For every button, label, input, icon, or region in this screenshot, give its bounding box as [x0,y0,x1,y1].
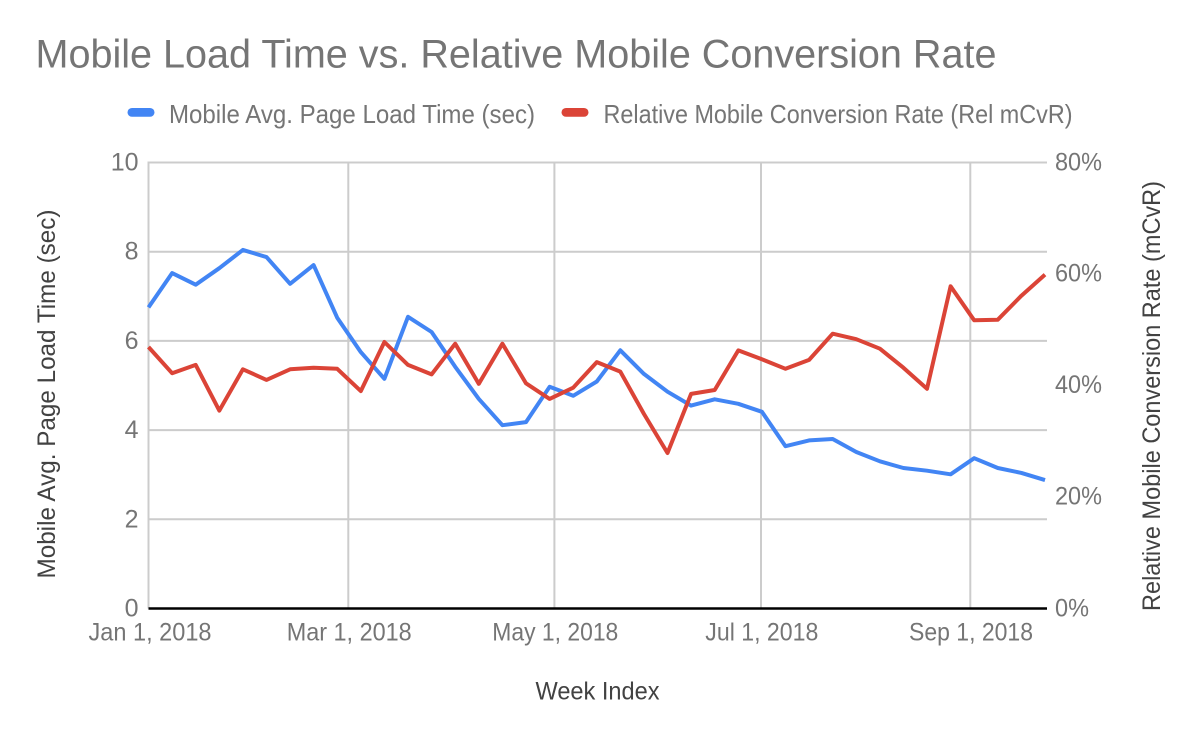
svg-text:Relative Mobile Conversion Rat: Relative Mobile Conversion Rate (Rel mCv… [604,99,1073,129]
svg-text:80%: 80% [1055,149,1102,177]
svg-text:60%: 60% [1055,260,1102,288]
svg-text:6: 6 [125,327,139,355]
svg-text:Mobile Avg. Page Load Time (se: Mobile Avg. Page Load Time (sec) [169,99,535,129]
svg-text:Mar 1, 2018: Mar 1, 2018 [287,619,412,647]
svg-text:Mobile Avg. Page Load Time (se: Mobile Avg. Page Load Time (sec) [33,210,61,579]
svg-text:Jan 1, 2018: Jan 1, 2018 [89,619,212,647]
svg-text:10: 10 [111,149,139,177]
svg-text:2: 2 [125,505,139,533]
svg-text:Sep 1, 2018: Sep 1, 2018 [909,619,1033,647]
svg-text:4: 4 [125,416,139,444]
svg-text:20%: 20% [1055,483,1102,511]
svg-text:Jul 1, 2018: Jul 1, 2018 [705,619,818,647]
svg-text:Relative Mobile Conversion Rat: Relative Mobile Conversion Rate (mCvR) [1138,181,1166,611]
svg-text:Week Index: Week Index [536,678,660,706]
svg-text:May 1, 2018: May 1, 2018 [492,619,618,647]
svg-text:8: 8 [125,238,139,266]
svg-text:0: 0 [125,595,139,623]
svg-text:40%: 40% [1055,371,1102,399]
svg-text:Mobile Load Time vs. Relative: Mobile Load Time vs. Relative Mobile Con… [36,33,997,77]
svg-text:0%: 0% [1055,595,1089,623]
